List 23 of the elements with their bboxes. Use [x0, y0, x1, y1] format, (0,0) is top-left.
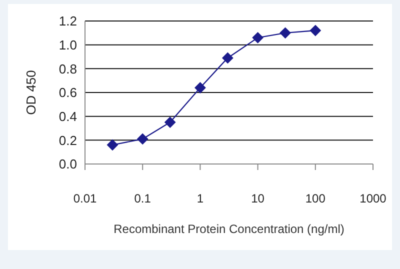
point	[252, 32, 264, 44]
y-tick-label: 0.0	[58, 156, 77, 172]
y-tick-label: 0.4	[58, 108, 77, 124]
x-tick-label: 0.01	[73, 192, 97, 206]
y-tick-label: 1.2	[58, 14, 77, 29]
x-axis-title: Recombinant Protein Concentration (ng/ml)	[114, 222, 344, 236]
point	[194, 82, 206, 94]
point	[222, 52, 234, 64]
y-tick-label: 1.0	[58, 37, 77, 52]
x-tick-label: 1000	[360, 192, 387, 206]
y-tick-label: 0.8	[58, 61, 77, 76]
point	[164, 116, 176, 128]
x-tick-label: 0.1	[134, 192, 152, 206]
y-tick-label: 0.2	[58, 132, 77, 148]
x-tick-label: 100	[305, 192, 326, 206]
point	[106, 139, 118, 150]
point	[137, 133, 148, 144]
y-axis-title: OD 450	[24, 70, 39, 115]
point	[280, 27, 291, 38]
y-tick-label: 0.6	[58, 85, 77, 100]
x-tick-label: 10	[251, 192, 265, 206]
point	[310, 25, 321, 36]
x-tick-label: 1	[196, 192, 204, 206]
